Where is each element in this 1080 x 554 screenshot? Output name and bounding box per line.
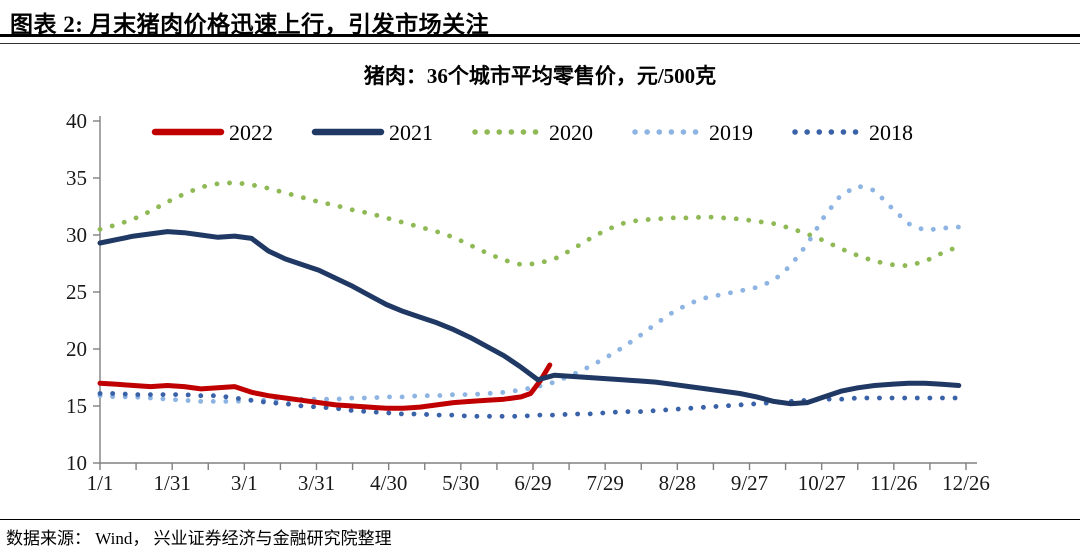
- footer-rule: [0, 519, 1080, 520]
- legend: 2022 2021 2020 2019 2018: [151, 120, 913, 145]
- legend-label: 2022: [229, 120, 273, 145]
- series-line-2020: [97, 180, 962, 269]
- series-line-2021: [97, 229, 962, 407]
- y-tick-label: 25: [66, 280, 87, 304]
- figure-header: 图表 2: 月末猪肉价格迅速上行，引发市场关注: [0, 0, 1080, 44]
- x-tick-label: 6/29: [514, 471, 551, 495]
- header-rule-thick: [0, 34, 1080, 37]
- x-tick-label: 1/31: [153, 471, 190, 495]
- x-tick-label: 3/31: [298, 471, 335, 495]
- x-tick-label: 10/27: [798, 471, 846, 495]
- chart-title: 猪肉：36个城市平均零售价，元/500克: [363, 64, 717, 88]
- figure-title: 图表 2: 月末猪肉价格迅速上行，引发市场关注: [10, 12, 490, 37]
- x-tick-label: 4/30: [370, 471, 407, 495]
- data-source: 数据来源： Wind， 兴业证券经济与金融研究院整理: [6, 529, 392, 548]
- legend-item-2019: 2019: [632, 120, 753, 145]
- legend-item-2021: 2021: [311, 120, 433, 145]
- x-tick-label: 7/29: [586, 471, 623, 495]
- y-tick-label: 20: [66, 337, 87, 361]
- y-tick-label: 40: [66, 109, 87, 133]
- y-tick-label: 10: [66, 451, 87, 475]
- x-tick-label: 8/28: [659, 471, 696, 495]
- x-tick-label: 12/26: [942, 471, 990, 495]
- legend-item-2018: 2018: [792, 120, 913, 145]
- legend-label: 2020: [549, 120, 593, 145]
- legend-label: 2019: [709, 120, 753, 145]
- axis-lines: [99, 116, 977, 464]
- x-tick-label: 3/1: [231, 471, 258, 495]
- x-tick-label: 9/27: [731, 471, 768, 495]
- series-line-2022: [97, 362, 553, 411]
- series-line-2019: [97, 183, 962, 404]
- y-tick-label: 15: [66, 394, 87, 418]
- x-tick-label: 1/1: [87, 471, 114, 495]
- legend-label: 2018: [869, 120, 913, 145]
- legend-item-2022: 2022: [151, 120, 273, 145]
- header-rule-thin: [0, 43, 1080, 44]
- x-tick-label: 11/26: [870, 471, 917, 495]
- legend-item-2020: 2020: [472, 120, 593, 145]
- legend-label: 2021: [389, 120, 433, 145]
- x-tick-label: 5/30: [442, 471, 479, 495]
- y-tick-label: 35: [66, 166, 87, 190]
- y-tick-label: 30: [66, 223, 87, 247]
